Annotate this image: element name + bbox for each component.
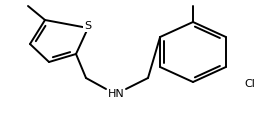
Text: S: S [85,21,92,31]
Text: Cl: Cl [244,79,255,89]
Text: HN: HN [108,89,124,99]
